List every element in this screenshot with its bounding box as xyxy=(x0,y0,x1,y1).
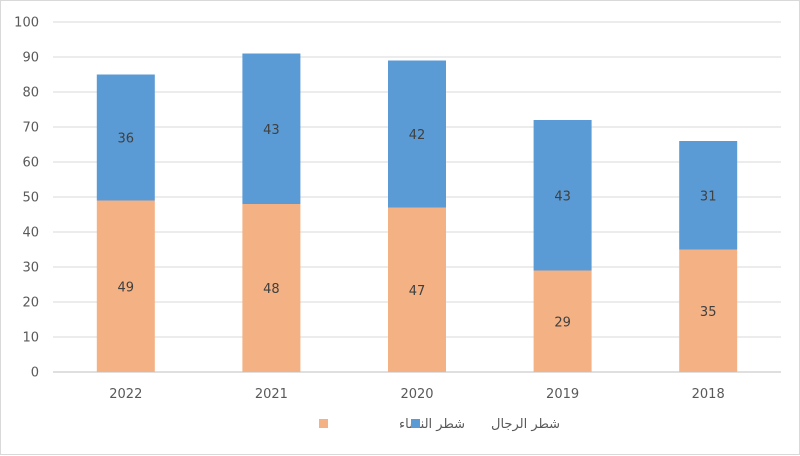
y-tick-label: 40 xyxy=(22,226,39,241)
data-label: 43 xyxy=(554,189,571,204)
legend-label-men: شطر الرجال xyxy=(491,417,560,432)
y-tick-label: 90 xyxy=(22,51,39,66)
bar-men-2022 xyxy=(96,74,155,201)
y-tick-label: 0 xyxy=(31,366,39,381)
y-axis-ticks: 0 10 20 30 40 50 60 70 80 90 100 xyxy=(14,16,39,381)
bar-women-2018 xyxy=(679,249,738,372)
y-tick-label: 20 xyxy=(22,296,39,311)
bar-men-2021 xyxy=(242,53,301,204)
data-label: 31 xyxy=(700,189,717,204)
y-tick-label: 100 xyxy=(14,16,39,31)
y-tick-label: 60 xyxy=(22,156,39,171)
bar-women-2021 xyxy=(242,204,301,372)
bar-women-2019 xyxy=(533,270,592,372)
bar-men-2018 xyxy=(679,141,738,250)
legend: شطر النساء شطر الرجال xyxy=(319,417,560,432)
bar-men-2019 xyxy=(533,120,592,271)
bars: 49 36 48 43 47 42 29 43 35 31 xyxy=(96,53,738,372)
data-label: 36 xyxy=(118,132,135,147)
data-label: 49 xyxy=(118,280,135,295)
y-tick-label: 30 xyxy=(22,261,39,276)
x-tick-label: 2018 xyxy=(692,387,725,402)
x-tick-label: 2020 xyxy=(400,387,433,402)
y-tick-label: 70 xyxy=(22,121,39,136)
y-tick-label: 50 xyxy=(22,191,39,206)
bar-women-2020 xyxy=(388,207,446,372)
y-tick-label: 10 xyxy=(22,331,39,346)
x-axis-ticks: 2022 2021 2020 2019 2018 xyxy=(109,387,724,402)
data-label: 35 xyxy=(700,305,717,320)
legend-swatch-men xyxy=(411,419,420,428)
bar-women-2022 xyxy=(96,200,155,372)
data-label: 43 xyxy=(263,123,280,138)
bar-men-2020 xyxy=(388,60,446,208)
data-label: 42 xyxy=(409,128,426,143)
legend-swatch-women xyxy=(319,419,328,428)
x-tick-label: 2022 xyxy=(109,387,142,402)
y-tick-label: 80 xyxy=(22,86,39,101)
data-label: 47 xyxy=(409,284,426,299)
x-tick-label: 2021 xyxy=(255,387,288,402)
data-label: 48 xyxy=(263,282,280,297)
legend-label-women: شطر النساء xyxy=(399,417,465,432)
data-label: 29 xyxy=(554,315,571,330)
x-tick-label: 2019 xyxy=(546,387,579,402)
